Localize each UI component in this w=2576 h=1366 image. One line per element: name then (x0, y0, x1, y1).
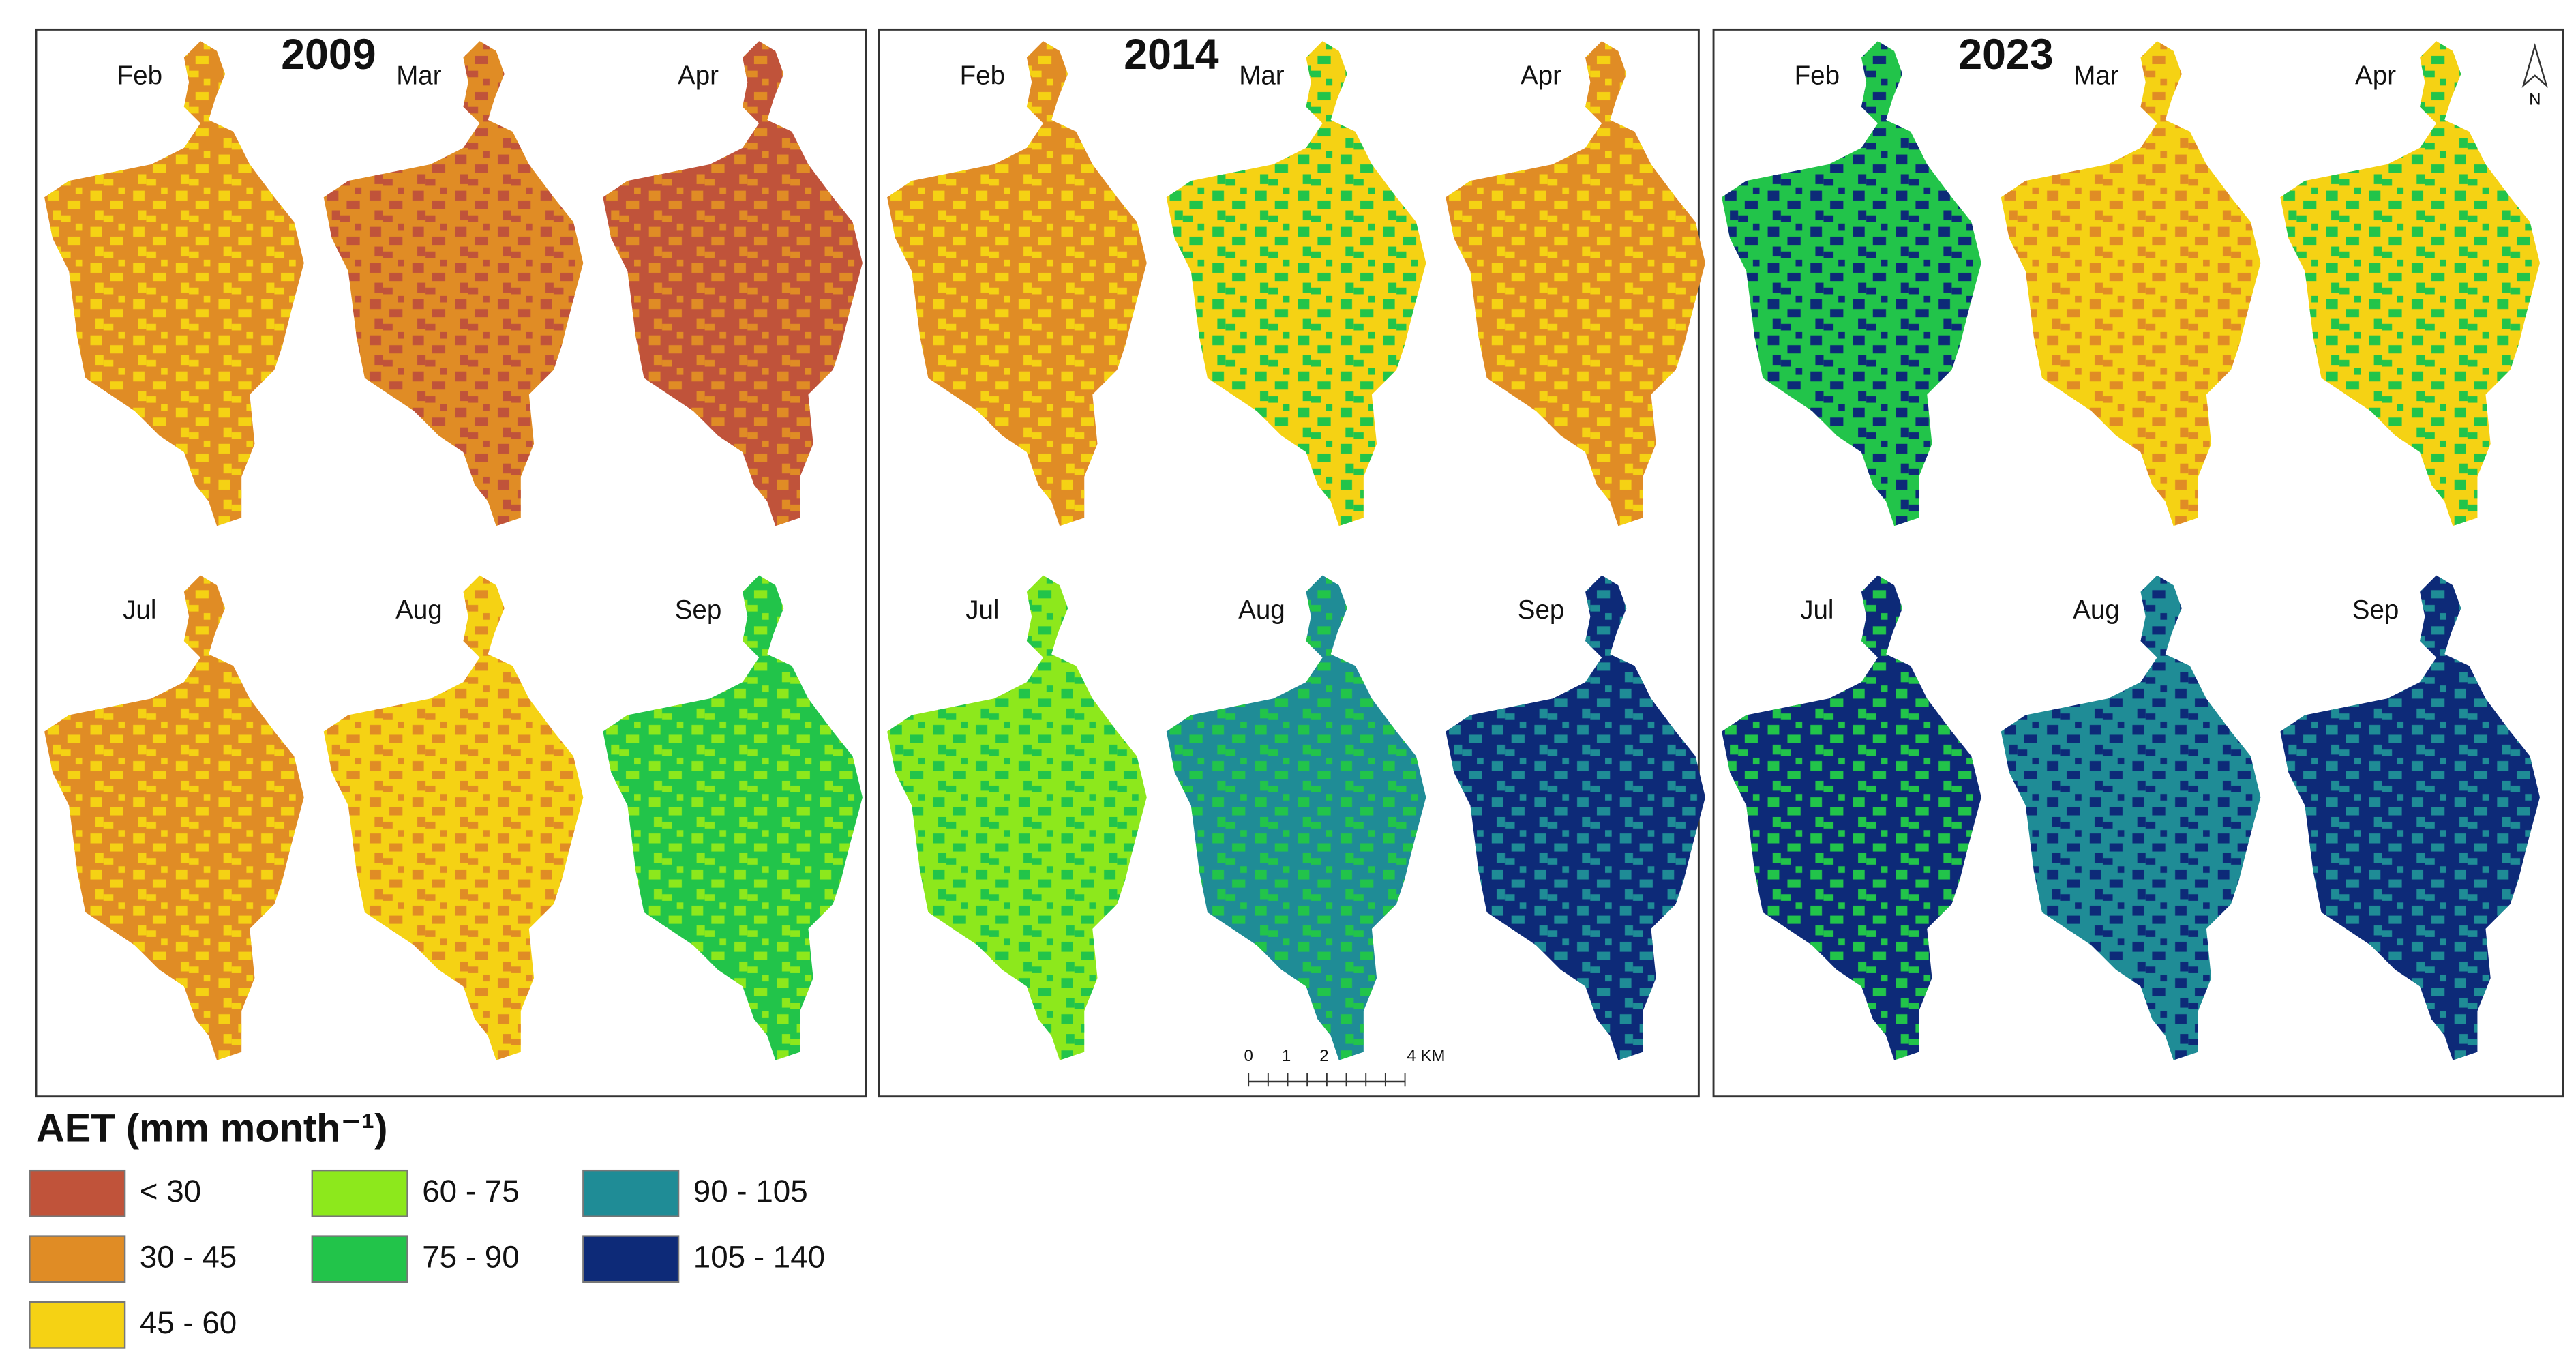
legend-swatch (582, 1169, 680, 1217)
catchment-map (887, 41, 1147, 526)
catchment-map (1722, 575, 1981, 1060)
map-texture (1722, 41, 1981, 526)
catchment-map (2280, 575, 2540, 1060)
north-arrow (2521, 43, 2548, 88)
map-texture (2280, 41, 2540, 526)
figure-content: Feb Mar Apr Jul Aug Sep 2009 Feb Mar Apr Jul Aug Sep… (29, 28, 2564, 1349)
map-texture (603, 41, 863, 526)
month-label: Sep (1518, 595, 1565, 625)
scale-label: 0 (1244, 1047, 1253, 1065)
month-label: Aug (395, 595, 443, 625)
panel-frame (878, 28, 1700, 1098)
legend-title: AET (mm month⁻¹) (36, 1107, 387, 1150)
month-label: Apr (678, 61, 719, 90)
map-texture (887, 575, 1147, 1060)
catchment-map (1166, 41, 1426, 526)
map-texture (603, 575, 863, 1060)
catchment-map (323, 575, 584, 1060)
catchment-map (2001, 575, 2261, 1060)
catchment-map (1446, 575, 1705, 1060)
map-texture (1446, 575, 1705, 1060)
catchment-map (603, 575, 863, 1060)
catchment-map (44, 41, 304, 526)
legend-swatch (29, 1169, 126, 1217)
month-label: Feb (1795, 61, 1840, 90)
map-texture (2001, 575, 2261, 1060)
legend-swatch (29, 1235, 126, 1283)
map-texture (323, 575, 584, 1060)
map-texture (1446, 41, 1705, 526)
month-label: Jul (965, 595, 999, 625)
month-label: Sep (2352, 595, 2399, 625)
scale-label: 1 (1282, 1047, 1291, 1065)
north-label: N (2529, 90, 2541, 108)
catchment-map (887, 575, 1147, 1060)
legend-label: 75 - 90 (422, 1239, 519, 1274)
legend-label: < 30 (140, 1174, 201, 1208)
legend-label: 105 - 140 (693, 1239, 825, 1274)
month-label: Feb (117, 61, 162, 90)
catchment-map (2280, 41, 2540, 526)
map-texture (2280, 575, 2540, 1060)
month-label: Mar (396, 61, 442, 90)
legend-label: 30 - 45 (140, 1239, 237, 1274)
map-texture (44, 41, 304, 526)
month-label: Jul (1800, 595, 1833, 625)
month-label: Apr (1521, 61, 1561, 90)
catchment-map (44, 575, 304, 1060)
legend-swatch (311, 1169, 408, 1217)
month-label: Sep (675, 595, 722, 625)
catchment-map (1166, 575, 1426, 1060)
legend-label: 45 - 60 (140, 1305, 237, 1340)
year-label: 2023 (1958, 31, 2053, 78)
month-label: Feb (960, 61, 1005, 90)
scale-label: 2 (1319, 1047, 1328, 1065)
month-label: Jul (123, 595, 156, 625)
legend-label: 90 - 105 (693, 1174, 808, 1208)
legend-swatch (311, 1235, 408, 1283)
year-label: 2009 (281, 31, 376, 78)
legend-label: 60 - 75 (422, 1174, 519, 1208)
map-texture (323, 41, 584, 526)
catchment-map (2001, 41, 2261, 526)
month-label: Apr (2355, 61, 2396, 90)
map-texture (1166, 575, 1426, 1060)
month-label: Mar (2073, 61, 2119, 90)
map-texture (1722, 575, 1981, 1060)
map-texture (1166, 41, 1426, 526)
year-label: 2014 (1124, 31, 1218, 78)
legend-swatch (29, 1301, 126, 1349)
map-texture (44, 575, 304, 1060)
scale-label: 4 KM (1407, 1047, 1445, 1065)
catchment-map (1722, 41, 1981, 526)
catchment-map (1446, 41, 1705, 526)
month-label: Mar (1239, 61, 1285, 90)
panel-frame (1712, 28, 2564, 1098)
catchment-map (603, 41, 863, 526)
month-label: Aug (1238, 595, 1285, 625)
panel-frame (35, 28, 867, 1098)
month-label: Aug (2073, 595, 2120, 625)
map-texture (887, 41, 1147, 526)
catchment-map (323, 41, 584, 526)
map-texture (2001, 41, 2261, 526)
legend-swatch (582, 1235, 680, 1283)
